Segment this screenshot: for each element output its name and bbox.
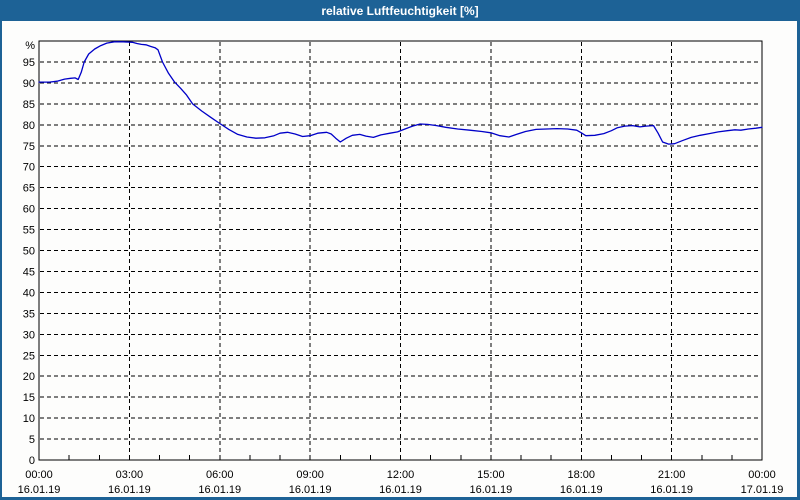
- x-axis-date-label: 16.01.19: [650, 484, 693, 496]
- y-axis-label: 10: [23, 413, 35, 425]
- y-axis-label: 70: [23, 162, 35, 174]
- y-axis-label: 75: [23, 141, 35, 153]
- x-axis-date-label: 16.01.19: [289, 484, 332, 496]
- y-axis-label: 30: [23, 329, 35, 341]
- y-axis-label: 90: [23, 78, 35, 90]
- y-axis-label: 0: [29, 455, 35, 467]
- y-axis-label: 65: [23, 183, 35, 195]
- x-axis-time-label: 06:00: [206, 469, 234, 481]
- humidity-series-line: [38, 41, 763, 145]
- x-axis-time-label: 03:00: [116, 469, 144, 481]
- x-axis-date-label: 17.01.19: [741, 484, 784, 496]
- x-axis-date-label: 16.01.19: [560, 484, 603, 496]
- x-axis-time-label: 12:00: [387, 469, 415, 481]
- y-axis-label: 85: [23, 99, 35, 111]
- x-axis-time-label: 15:00: [477, 469, 505, 481]
- x-axis-time-label: 09:00: [296, 469, 324, 481]
- y-axis-label: 60: [23, 204, 35, 216]
- y-axis-label: 80: [23, 120, 35, 132]
- y-axis-label: 45: [23, 266, 35, 278]
- x-axis-time-label: 21:00: [658, 469, 686, 481]
- x-axis-date-label: 16.01.19: [108, 484, 151, 496]
- y-axis-label: 50: [23, 246, 35, 258]
- x-axis-date-label: 16.01.19: [198, 484, 241, 496]
- window-titlebar: relative Luftfeuchtigkeit [%]: [0, 0, 800, 21]
- x-axis-time-label: 00:00: [748, 469, 776, 481]
- y-axis-unit-label: %: [25, 40, 35, 52]
- x-axis-date-label: 16.01.19: [379, 484, 422, 496]
- y-axis-label: 15: [23, 392, 35, 404]
- window-title: relative Luftfeuchtigkeit [%]: [321, 3, 479, 18]
- x-axis-date-label: 16.01.19: [18, 484, 61, 496]
- y-axis-label: 20: [23, 371, 35, 383]
- y-axis-label: 55: [23, 225, 35, 237]
- y-axis-label: 5: [29, 434, 35, 446]
- y-axis-label: 35: [23, 308, 35, 320]
- x-axis-date-label: 16.01.19: [469, 484, 512, 496]
- x-axis-time-label: 18:00: [567, 469, 595, 481]
- y-axis-label: 40: [23, 287, 35, 299]
- y-axis-label: 95: [23, 57, 35, 69]
- y-axis-label: 25: [23, 350, 35, 362]
- x-axis-time-label: 00:00: [25, 469, 53, 481]
